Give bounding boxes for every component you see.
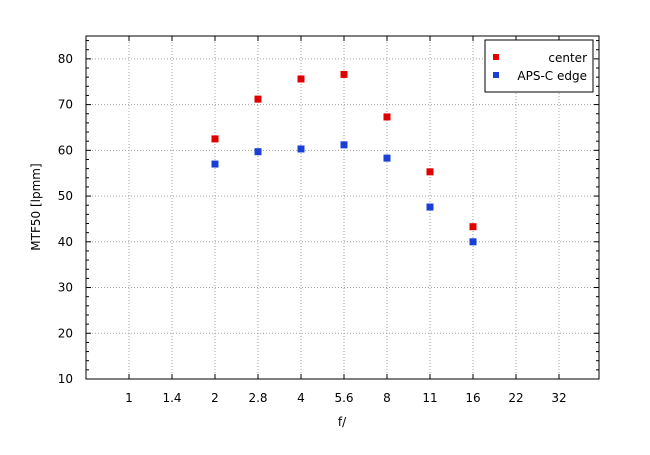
legend-label-center: center — [548, 51, 587, 65]
x-tick-label: 4 — [297, 391, 305, 405]
legend-marker-center — [493, 54, 499, 60]
x-tick-label: 2 — [211, 391, 219, 405]
point-aps-c-edge — [254, 148, 262, 156]
y-tick-label: 40 — [58, 235, 73, 249]
point-center — [211, 135, 219, 143]
point-center — [426, 168, 434, 176]
y-tick-label: 50 — [58, 189, 73, 203]
y-tick-label: 10 — [58, 372, 73, 386]
x-axis-ticks: 1 1.4 2 2.8 4 5.6 8 11 16 22 32 — [125, 391, 566, 405]
point-aps-c-edge — [340, 141, 348, 149]
x-tick-label: 16 — [465, 391, 480, 405]
legend-box — [484, 39, 594, 93]
x-tick-label: 11 — [422, 391, 437, 405]
point-aps-c-edge — [297, 145, 305, 153]
y-minor-ticks — [86, 36, 599, 380]
point-aps-c-edge — [211, 160, 219, 168]
x-tick-label: 2.8 — [248, 391, 267, 405]
point-aps-c-edge — [383, 154, 391, 162]
point-center — [469, 223, 477, 231]
x-tick-label: 5.6 — [334, 391, 353, 405]
y-tick-label: 20 — [58, 326, 73, 340]
grid — [86, 36, 599, 379]
point-aps-c-edge — [469, 238, 477, 246]
legend: center APS-C edge — [484, 39, 594, 93]
y-tick-label: 30 — [58, 281, 73, 295]
x-tick-label: 32 — [551, 391, 566, 405]
point-aps-c-edge — [426, 203, 434, 211]
x-tick-label: 8 — [383, 391, 391, 405]
point-center — [297, 75, 305, 83]
y-axis-ticks: 10 20 30 40 50 60 70 80 — [58, 52, 73, 386]
point-center — [254, 95, 262, 103]
y-tick-label: 80 — [58, 52, 73, 66]
point-center — [340, 70, 348, 78]
x-tick-label: 1.4 — [162, 391, 181, 405]
legend-marker-aps-c-edge — [493, 72, 499, 78]
data-points — [211, 70, 477, 246]
x-axis-label: f/ — [338, 415, 347, 429]
legend-label-aps-c-edge: APS-C edge — [517, 69, 587, 83]
point-center — [383, 113, 391, 121]
plot-area — [85, 35, 600, 380]
y-tick-label: 60 — [58, 143, 73, 157]
x-tick-label: 1 — [125, 391, 133, 405]
y-axis-label: MTF50 [lpmm] — [29, 163, 43, 250]
y-tick-label: 70 — [58, 98, 73, 112]
x-tick-label: 22 — [508, 391, 523, 405]
